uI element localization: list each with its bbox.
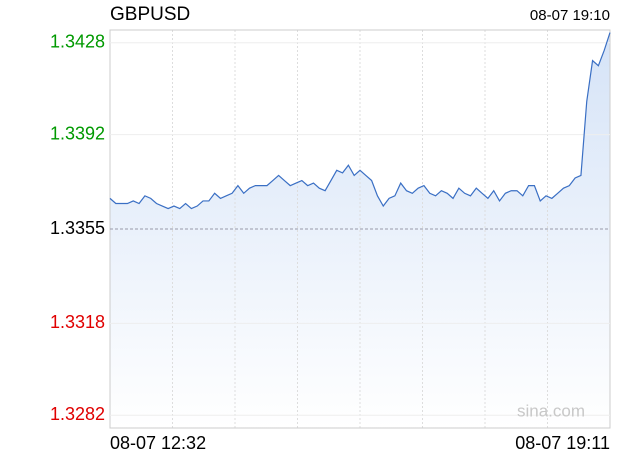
x-start-label: 08-07 12:32 <box>110 433 206 453</box>
price-line <box>109 32 611 210</box>
watermark: sina.com <box>517 401 585 420</box>
x-end-label: 08-07 19:11 <box>515 433 610 453</box>
y-tick-label: 1.3282 <box>50 404 105 424</box>
timestamp: 08-07 19:10 <box>530 7 610 24</box>
y-tick-label: 1.3318 <box>50 312 105 332</box>
y-tick-label: 1.3392 <box>50 123 105 143</box>
y-tick-label: 1.3355 <box>50 218 105 238</box>
chart-title: GBPUSD <box>110 4 190 25</box>
y-tick-label: 1.3428 <box>50 32 105 52</box>
